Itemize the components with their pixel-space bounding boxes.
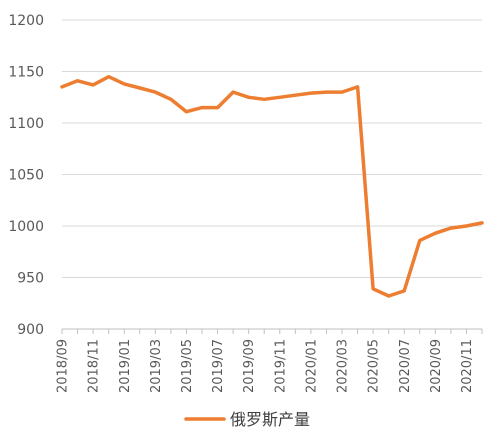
y-tick-label: 1200 [8,13,44,29]
x-tick-label: 2019/07 [211,339,226,393]
y-tick-label: 900 [17,322,44,338]
x-tick-label: 2019/05 [180,339,195,393]
x-tick-label: 2020/01 [304,339,319,393]
y-tick-label: 1050 [8,168,44,184]
x-tick-label: 2020/11 [460,339,475,393]
x-axis: 2018/09 2018/11 2019/01 2019/03 2019/05 2019/… [56,328,483,393]
legend: 俄罗斯产量 [184,410,310,429]
y-axis: 900 950 1000 1050 1100 1150 1200 [8,13,44,338]
x-tick-label: 2020/03 [336,339,351,393]
y-tick-label: 1000 [8,219,44,235]
y-tick-label: 950 [17,271,44,287]
y-tick-label: 1150 [8,65,44,81]
x-tick-label: 2019/01 [118,339,133,393]
series-line-0 [60,74,484,298]
x-tick-label: 2020/07 [398,339,413,393]
x-tick-label: 2019/03 [149,339,164,393]
y-tick-label: 1100 [8,116,44,132]
x-tick-label: 2019/09 [242,339,257,393]
series-layer [60,74,484,298]
x-tick-label: 2019/11 [273,339,288,393]
x-tick-label: 2018/09 [56,339,71,393]
x-tick-label: 2020/09 [429,339,444,393]
x-tick-label: 2018/11 [87,339,102,393]
legend-label: 俄罗斯产量 [230,410,310,429]
x-tick-label: 2020/05 [367,339,382,393]
